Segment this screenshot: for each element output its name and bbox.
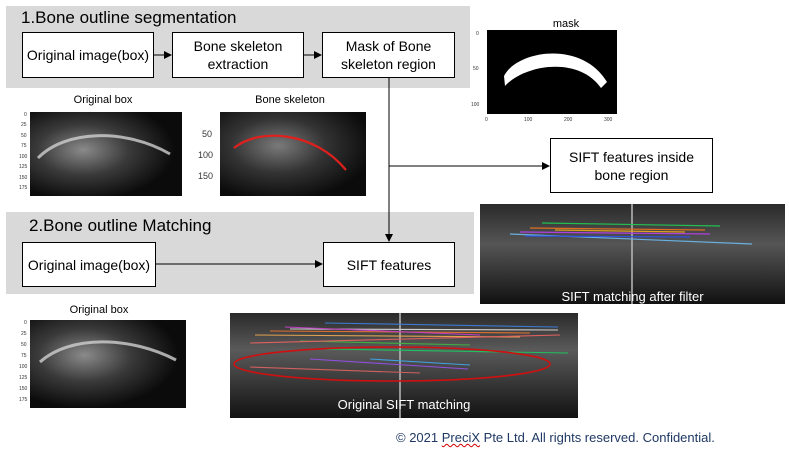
footer-copyright: © 2021 PreciX Pte Ltd. All rights reserv…	[396, 430, 715, 445]
mask-x-tick: 200	[564, 117, 573, 123]
original-box-top-image	[30, 112, 182, 196]
section1-title: 1.Bone outline segmentation	[21, 8, 237, 27]
sift-features-box: SIFT features	[323, 242, 455, 287]
bone-skeleton-image	[220, 112, 366, 196]
sift-after-filter-caption: SIFT matching after filter	[561, 289, 704, 304]
mask-y-tick: 100	[471, 102, 480, 108]
original-sift-caption: Original SIFT matching	[337, 397, 471, 412]
original-box-bottom-title: Original box	[69, 304, 129, 316]
section2-original-image-box: Original image(box)	[22, 242, 156, 287]
original-box-top-y-tick: 100	[19, 154, 28, 160]
footer-brand: PreciX	[441, 430, 481, 445]
original-box-bottom-y-tick: 0	[24, 320, 27, 326]
original-box-bottom-y-tick: 100	[19, 364, 28, 370]
mask-x-tick: 300	[604, 117, 613, 123]
sift-features-inside-bone-box: SIFT features inside bone region	[550, 138, 713, 193]
original-box-bottom-image	[30, 320, 186, 408]
bone-skeleton-y-tick: 100	[198, 150, 214, 160]
bone-skeleton-y-tick: 50	[202, 129, 213, 139]
footer-prefix: © 2021	[396, 430, 442, 445]
section2-title: 2.Bone outline Matching	[29, 216, 212, 235]
original-box-top-y-tick: 125	[19, 164, 28, 170]
mask-y-tick: 0	[476, 31, 479, 37]
original-box-bottom-y-tick: 150	[19, 386, 28, 392]
original-box-top-y-tick: 0	[24, 112, 27, 118]
mask-x-tick: 100	[524, 117, 533, 123]
original-box-top-y-tick: 50	[21, 133, 27, 139]
bone-skeleton-extraction-box: Bone skeleton extraction	[172, 32, 304, 78]
mask-of-bone-region-box: Mask of Bone skeleton region	[322, 32, 455, 78]
original-box-top-y-tick: 150	[19, 175, 28, 181]
original-box-bottom-y-tick: 50	[21, 342, 27, 348]
mask-x-tick: 0	[485, 117, 488, 123]
original-box-top-y-tick: 75	[21, 143, 27, 149]
mask-y-tick: 50	[473, 66, 479, 72]
region-ellipse	[233, 346, 551, 382]
original-box-bottom-y-tick: 125	[19, 375, 28, 381]
bone-skeleton-y-tick: 150	[198, 171, 214, 181]
section1-original-image-box: Original image(box)	[22, 32, 154, 78]
original-box-bottom-y-tick: 25	[21, 331, 27, 337]
original-box-top-y-tick: 175	[19, 185, 28, 191]
skeleton-line	[233, 134, 347, 171]
original-box-bottom-y-tick: 175	[19, 397, 28, 403]
original-box-top-y-tick: 25	[21, 122, 27, 128]
bone-skeleton-title: Bone skeleton	[255, 94, 325, 106]
mask-plot-title: mask	[552, 18, 580, 30]
footer-suffix: Pte Ltd. All rights reserved. Confidenti…	[480, 430, 715, 445]
mask-shape	[504, 53, 607, 88]
mask-plot	[487, 30, 617, 114]
sift-after-filter-image: SIFT matching after filter	[480, 204, 785, 304]
original-box-bottom-y-tick: 75	[21, 353, 27, 359]
original-sift-matching-image: Original SIFT matching	[230, 313, 578, 418]
original-box-top-title: Original box	[73, 94, 133, 106]
